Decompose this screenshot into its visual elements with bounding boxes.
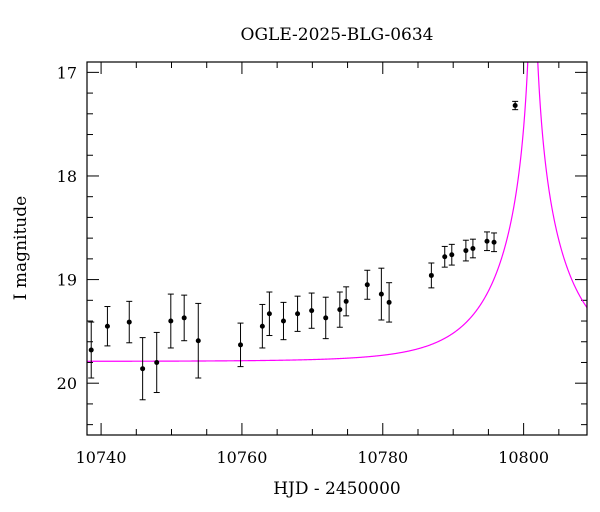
tick-labels: 10740 10760 10780 10800 17 18 19 20	[57, 63, 549, 467]
data-point	[104, 306, 111, 347]
point-marker	[195, 338, 201, 344]
point-marker	[104, 323, 110, 329]
data-point	[195, 302, 202, 379]
y-tick-label: 18	[57, 167, 77, 186]
data-point	[167, 293, 174, 349]
data-point	[491, 232, 498, 253]
data-point	[322, 296, 329, 340]
point-marker	[442, 254, 448, 260]
y-tick-label: 19	[57, 271, 77, 290]
data-point	[343, 286, 350, 317]
data-point	[126, 300, 133, 344]
data-point	[428, 262, 435, 289]
point-marker	[378, 291, 384, 297]
point-marker	[343, 298, 349, 304]
data-point	[88, 321, 95, 379]
data-point	[153, 331, 160, 394]
data-point	[294, 295, 301, 332]
y-tick-label: 17	[57, 63, 77, 82]
point-marker	[449, 252, 455, 258]
point-marker	[463, 248, 469, 254]
data-point	[378, 267, 385, 321]
data-point	[280, 301, 287, 341]
data-points	[88, 100, 519, 401]
point-marker	[181, 315, 187, 321]
data-point	[266, 291, 273, 337]
point-marker	[484, 238, 490, 244]
point-marker	[280, 318, 286, 324]
plot-frame	[86, 61, 588, 436]
point-marker	[512, 103, 518, 109]
y-tick-label: 20	[57, 374, 77, 393]
data-point	[469, 238, 476, 259]
data-point	[308, 292, 315, 329]
point-marker	[238, 342, 244, 348]
data-point	[259, 303, 266, 349]
point-marker	[295, 311, 301, 317]
point-marker	[491, 239, 497, 245]
data-point	[448, 243, 455, 266]
data-point	[386, 282, 393, 323]
x-axis-label: HJD - 2450000	[273, 479, 401, 499]
point-marker	[140, 366, 146, 372]
point-marker	[168, 318, 174, 324]
data-point	[364, 269, 371, 300]
point-marker	[266, 311, 272, 317]
data-point	[336, 291, 343, 328]
point-marker	[470, 246, 476, 251]
model-curve	[87, 62, 587, 362]
point-marker	[259, 323, 265, 329]
data-point	[181, 294, 188, 342]
x-tick-label: 10740	[76, 448, 127, 467]
data-point	[139, 337, 146, 401]
x-tick-label: 10800	[498, 448, 549, 467]
point-marker	[386, 299, 392, 305]
chart-title: OGLE-2025-BLG-0634	[241, 25, 434, 45]
point-marker	[337, 307, 343, 313]
point-marker	[154, 359, 160, 365]
point-marker	[126, 319, 132, 325]
point-marker	[428, 272, 434, 278]
point-marker	[309, 308, 315, 314]
data-point	[441, 245, 448, 268]
data-point	[512, 100, 519, 111]
point-marker	[323, 315, 329, 321]
x-tick-label: 10760	[216, 448, 267, 467]
y-axis-label: I magnitude	[11, 196, 31, 300]
data-point	[237, 322, 244, 368]
data-point	[462, 239, 469, 262]
axis-ticks	[87, 62, 587, 435]
x-tick-label: 10780	[357, 448, 408, 467]
data-point	[484, 231, 490, 252]
point-marker	[364, 282, 370, 288]
point-marker	[88, 347, 94, 353]
